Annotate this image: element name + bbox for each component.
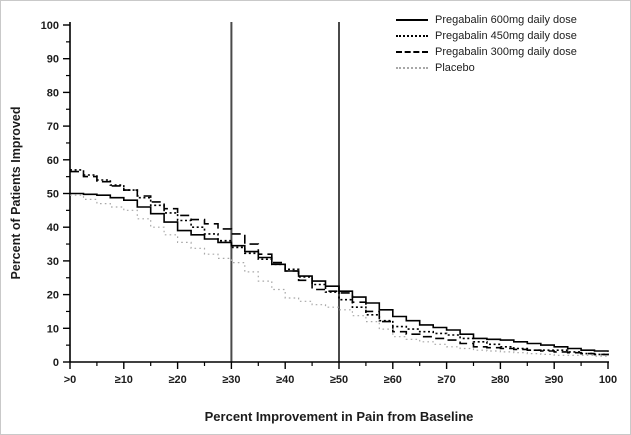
legend-label: Pregabalin 300mg daily dose [435, 46, 577, 58]
y-tick-label: 70 [47, 121, 59, 133]
solid-line-icon [396, 19, 428, 21]
y-axis-title: Percent of Patients Improved [9, 106, 23, 280]
y-tick-label: 50 [47, 189, 59, 201]
series-pregabalin-600mg-daily-dose [70, 192, 609, 352]
axes: 0 10 20 30 40 50 60 70 80 90 100 >0 ≥10 ≥20 ≥30 ≥40 ≥50 ≥… [41, 20, 618, 386]
series-group [70, 169, 609, 357]
x-tick-label: ≥20 [168, 374, 186, 386]
legend-label: Pregabalin 450mg daily dose [435, 30, 577, 42]
x-tick-label: ≥30 [222, 374, 240, 386]
x-tick-label: ≥90 [545, 374, 563, 386]
x-tick-label: ≥80 [491, 374, 509, 386]
x-tick-label: 100 [599, 374, 617, 386]
x-tick-label: ≥10 [115, 374, 133, 386]
series-pregabalin-300mg-daily-dose [70, 170, 609, 356]
x-tick-label: ≥50 [330, 374, 348, 386]
legend-label: Pregabalin 600mg daily dose [435, 14, 577, 26]
y-tick-label: 60 [47, 155, 59, 167]
legend-label: Placebo [435, 62, 475, 74]
legend-item-pregabalin-450: Pregabalin 450mg daily dose [396, 28, 577, 44]
x-axis-title: Percent Improvement in Pain from Baselin… [204, 409, 474, 424]
reference-lines [230, 22, 340, 362]
x-tick-label: ≥70 [437, 374, 455, 386]
series-placebo [70, 194, 609, 357]
y-tick-label: 90 [47, 54, 59, 66]
legend-item-pregabalin-300: Pregabalin 300mg daily dose [396, 44, 577, 60]
y-tick-label: 100 [41, 20, 59, 32]
x-tick-label: >0 [64, 374, 77, 386]
y-tick-label: 20 [47, 290, 59, 302]
legend: Pregabalin 600mg daily dose Pregabalin 4… [396, 12, 577, 76]
dashed-line-icon [396, 51, 428, 53]
legend-item-pregabalin-600: Pregabalin 600mg daily dose [396, 12, 577, 28]
x-tick-label: ≥40 [276, 374, 294, 386]
dotted-line-icon [396, 35, 428, 37]
y-tick-label: 10 [47, 323, 59, 335]
legend-item-placebo: Placebo [396, 60, 577, 76]
y-tick-label: 0 [53, 357, 59, 369]
x-tick-label: ≥60 [384, 374, 402, 386]
y-tick-label: 40 [47, 222, 59, 234]
gray-dotted-line-icon [396, 67, 428, 69]
y-tick-label: 80 [47, 87, 59, 99]
y-tick-label: 30 [47, 256, 59, 268]
